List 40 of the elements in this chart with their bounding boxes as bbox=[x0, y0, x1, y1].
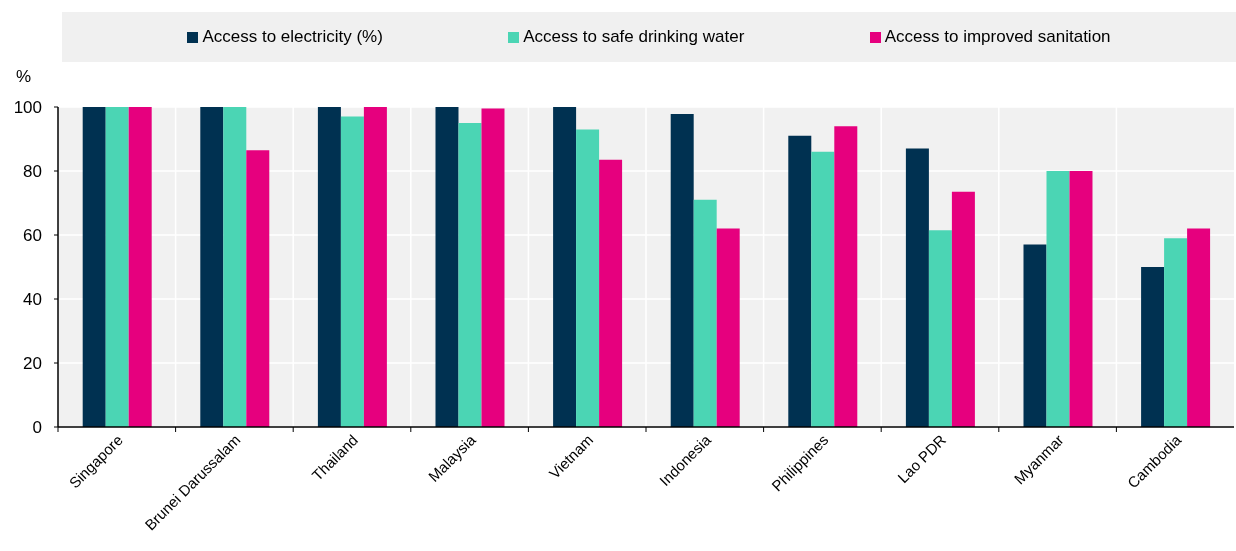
bar bbox=[834, 126, 858, 427]
y-tick-label: 20 bbox=[23, 354, 42, 374]
bar bbox=[553, 107, 577, 427]
bar bbox=[811, 151, 835, 427]
bar bbox=[1187, 228, 1211, 427]
y-tick-label: 40 bbox=[23, 290, 42, 310]
bar bbox=[246, 150, 270, 427]
bar bbox=[905, 148, 929, 427]
bar bbox=[1069, 171, 1093, 427]
bar bbox=[435, 107, 459, 427]
legend-label: Access to safe drinking water bbox=[523, 27, 745, 47]
bar bbox=[599, 159, 623, 427]
bar bbox=[363, 107, 387, 427]
bar bbox=[1023, 244, 1047, 427]
bar bbox=[951, 191, 975, 427]
bar bbox=[128, 107, 152, 427]
bar bbox=[200, 107, 224, 427]
bar bbox=[1164, 238, 1188, 427]
bar bbox=[693, 199, 717, 427]
bar bbox=[481, 108, 505, 427]
bar bbox=[317, 107, 341, 427]
y-tick-label: 100 bbox=[13, 98, 42, 118]
y-tick-label: 80 bbox=[23, 162, 42, 182]
bar bbox=[928, 230, 952, 427]
bar bbox=[458, 123, 482, 427]
bar bbox=[340, 116, 364, 427]
bar bbox=[105, 107, 129, 427]
bar bbox=[716, 228, 740, 427]
y-tick-label: 0 bbox=[32, 418, 42, 438]
legend-label: Access to electricity (%) bbox=[202, 27, 383, 47]
y-axis-title: % bbox=[16, 67, 32, 86]
bar bbox=[82, 107, 106, 427]
bar bbox=[576, 129, 600, 427]
legend-label: Access to improved sanitation bbox=[884, 27, 1111, 47]
bar bbox=[1046, 171, 1070, 427]
bar bbox=[788, 135, 812, 427]
bar bbox=[223, 107, 247, 427]
bar bbox=[1141, 267, 1165, 427]
bar bbox=[670, 114, 694, 427]
y-tick-label: 60 bbox=[23, 226, 42, 246]
